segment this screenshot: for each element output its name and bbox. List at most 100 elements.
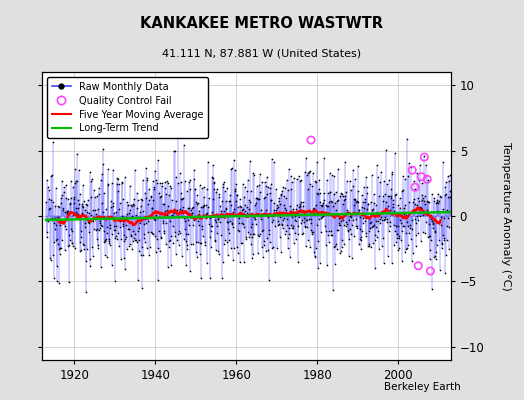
Point bbox=[220, 208, 228, 214]
Point bbox=[438, 241, 446, 247]
Point bbox=[106, 214, 115, 220]
Point bbox=[372, 202, 380, 208]
Point bbox=[230, 206, 238, 212]
Point bbox=[372, 218, 380, 224]
Point bbox=[277, 192, 286, 198]
Point bbox=[258, 227, 266, 234]
Point bbox=[210, 186, 218, 192]
Point bbox=[370, 237, 379, 243]
Point bbox=[371, 264, 379, 271]
Point bbox=[268, 217, 277, 223]
Point bbox=[162, 220, 170, 226]
Point bbox=[434, 207, 442, 214]
Point bbox=[373, 162, 381, 168]
Point bbox=[207, 228, 215, 234]
Point bbox=[194, 218, 202, 224]
Point bbox=[242, 234, 250, 240]
Point bbox=[122, 234, 130, 240]
Point bbox=[347, 222, 356, 228]
Point bbox=[69, 196, 78, 202]
Point bbox=[257, 207, 265, 214]
Point bbox=[160, 184, 169, 191]
Point bbox=[389, 196, 398, 203]
Point bbox=[342, 189, 350, 195]
Point bbox=[243, 210, 252, 216]
Point bbox=[43, 234, 51, 240]
Point bbox=[312, 202, 320, 208]
Point bbox=[250, 231, 258, 238]
Point bbox=[155, 190, 163, 196]
Point bbox=[359, 220, 367, 226]
Point bbox=[175, 228, 183, 234]
Point bbox=[342, 219, 350, 226]
Point bbox=[203, 186, 212, 192]
Point bbox=[151, 212, 160, 219]
Point bbox=[208, 223, 216, 230]
Point bbox=[209, 175, 217, 182]
Point bbox=[351, 195, 359, 202]
Point bbox=[373, 209, 381, 215]
Point bbox=[70, 194, 79, 200]
Point bbox=[127, 202, 135, 208]
Point bbox=[258, 244, 266, 250]
Point bbox=[230, 223, 238, 230]
Point bbox=[333, 226, 341, 233]
Point bbox=[121, 266, 129, 273]
Point bbox=[132, 212, 140, 218]
Point bbox=[129, 228, 137, 234]
Point bbox=[364, 200, 372, 207]
Point bbox=[259, 212, 268, 218]
Point bbox=[245, 197, 254, 203]
Point bbox=[147, 205, 156, 211]
Point bbox=[427, 216, 435, 222]
Point bbox=[325, 238, 333, 245]
Point bbox=[411, 184, 419, 190]
Point bbox=[95, 184, 103, 191]
Point bbox=[271, 186, 280, 193]
Point bbox=[426, 246, 434, 253]
Point bbox=[405, 159, 413, 166]
Point bbox=[357, 227, 366, 234]
Point bbox=[331, 200, 339, 206]
Point bbox=[224, 252, 232, 258]
Point bbox=[143, 220, 151, 227]
Point bbox=[91, 227, 100, 234]
Point bbox=[204, 204, 212, 210]
Point bbox=[324, 228, 333, 234]
Point bbox=[428, 190, 436, 197]
Point bbox=[336, 193, 344, 199]
Point bbox=[113, 175, 122, 181]
Point bbox=[406, 222, 414, 228]
Point bbox=[419, 229, 428, 235]
Point bbox=[383, 180, 391, 187]
Point bbox=[138, 177, 147, 183]
Point bbox=[318, 203, 326, 210]
Point bbox=[410, 186, 419, 192]
Point bbox=[424, 176, 433, 183]
Point bbox=[149, 184, 158, 190]
Point bbox=[210, 178, 219, 185]
Point bbox=[137, 196, 145, 202]
Point bbox=[46, 205, 54, 212]
Point bbox=[367, 224, 376, 230]
Point bbox=[97, 222, 105, 228]
Point bbox=[100, 228, 108, 234]
Point bbox=[319, 213, 328, 219]
Point bbox=[284, 187, 292, 194]
Point bbox=[171, 232, 179, 239]
Point bbox=[98, 222, 106, 229]
Point bbox=[247, 254, 256, 261]
Point bbox=[84, 219, 92, 225]
Point bbox=[107, 203, 115, 210]
Point bbox=[323, 177, 331, 183]
Point bbox=[100, 238, 108, 245]
Point bbox=[140, 190, 149, 197]
Point bbox=[411, 200, 419, 207]
Point bbox=[414, 262, 422, 269]
Point bbox=[85, 210, 94, 216]
Point bbox=[375, 212, 384, 218]
Point bbox=[307, 220, 315, 226]
Point bbox=[282, 195, 291, 201]
Point bbox=[441, 270, 450, 276]
Point bbox=[397, 220, 405, 226]
